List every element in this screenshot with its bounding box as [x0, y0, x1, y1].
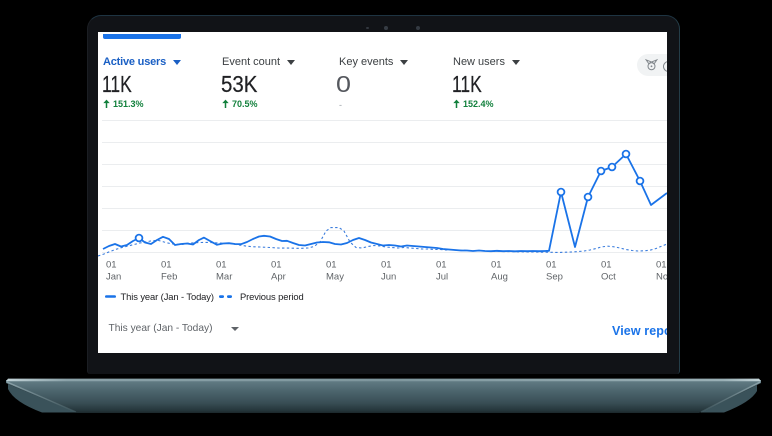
svg-text:Feb: Feb — [161, 272, 177, 283]
svg-text:01: 01 — [491, 260, 502, 271]
svg-text:01: 01 — [601, 260, 612, 271]
svg-text:01: 01 — [546, 260, 557, 271]
svg-text:01: 01 — [436, 260, 447, 271]
svg-text:01: 01 — [271, 260, 282, 271]
svg-text:Mar: Mar — [216, 272, 232, 283]
svg-text:01: 01 — [161, 260, 172, 271]
svg-text:01: 01 — [381, 260, 392, 271]
svg-text:Nov: Nov — [656, 272, 667, 283]
svg-text:Aug: Aug — [491, 272, 508, 283]
svg-text:Jul: Jul — [436, 272, 448, 283]
svg-text:01: 01 — [656, 260, 667, 271]
svg-text:Jan: Jan — [106, 272, 121, 283]
svg-text:May: May — [326, 272, 344, 283]
svg-text:01: 01 — [216, 260, 227, 271]
svg-text:Jun: Jun — [381, 272, 396, 283]
svg-text:01: 01 — [106, 260, 117, 271]
svg-text:Apr: Apr — [271, 272, 286, 283]
svg-text:01: 01 — [326, 260, 337, 271]
svg-text:Sep: Sep — [546, 272, 563, 283]
svg-text:Oct: Oct — [601, 272, 616, 283]
